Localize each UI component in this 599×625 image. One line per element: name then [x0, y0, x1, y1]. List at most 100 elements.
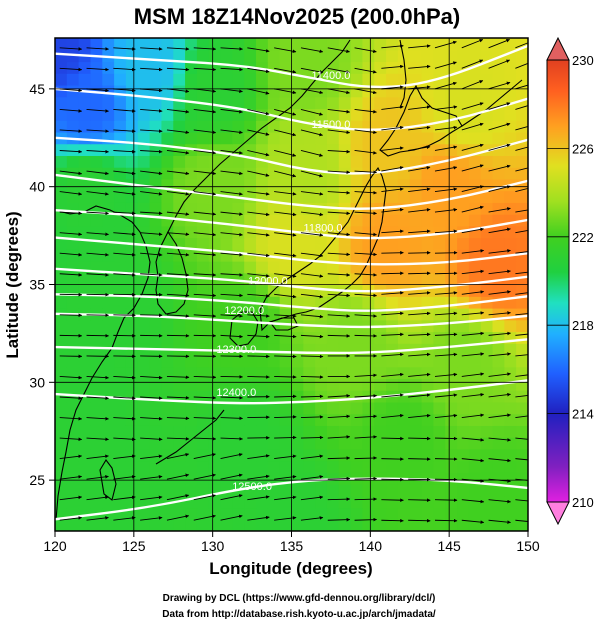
heat-cell	[256, 495, 269, 509]
heat-cell	[102, 413, 115, 426]
heat-cell	[516, 366, 528, 380]
heat-cell	[397, 390, 411, 403]
heat-cell	[66, 366, 80, 380]
heat-cell	[303, 307, 316, 321]
heat-cell	[196, 61, 210, 74]
heat-cell	[516, 343, 528, 356]
heat-cell	[397, 460, 411, 473]
heat-cell	[362, 190, 375, 203]
heat-cell	[208, 190, 222, 203]
wind-arrow	[515, 333, 528, 336]
contour-label: 11400.0	[311, 70, 350, 82]
heat-cell	[291, 296, 304, 309]
wind-arrow	[381, 436, 404, 441]
heat-cell	[279, 178, 293, 192]
heat-cell	[208, 214, 222, 227]
wind-arrow	[220, 108, 243, 114]
heat-cell	[185, 354, 198, 368]
wind-arrow	[166, 473, 190, 480]
heat-cell	[149, 84, 163, 98]
heat-cell	[421, 237, 434, 250]
heat-cell	[102, 296, 115, 309]
wind-arrow	[408, 393, 431, 398]
heat-cell	[504, 507, 517, 520]
chart-title: MSM 18Z14Nov2025 (200.0hPa)	[134, 4, 461, 29]
heat-cell	[468, 237, 482, 250]
heat-cell	[326, 108, 340, 121]
heat-cell	[315, 460, 328, 473]
heat-cell	[90, 437, 103, 450]
heat-cell	[161, 472, 174, 485]
heat-cell	[149, 519, 163, 531]
wind-arrow	[461, 499, 485, 504]
heat-cell	[220, 507, 233, 520]
heat-cell	[125, 425, 139, 438]
wind-arrow	[113, 252, 136, 257]
wind-arrow	[274, 191, 297, 196]
wind-arrow	[381, 125, 404, 131]
heat-cell	[303, 354, 316, 368]
heat-cell	[78, 131, 92, 145]
heat-cell	[409, 178, 423, 192]
heat-cell	[374, 296, 387, 309]
heat-cell	[409, 131, 423, 145]
heat-cell	[220, 425, 233, 438]
heat-cell	[149, 178, 163, 192]
heat-cell	[232, 49, 245, 63]
heat-cell	[492, 401, 505, 415]
wind-arrow	[59, 252, 83, 257]
wind-arrow	[434, 457, 458, 461]
wind-arrow	[408, 413, 431, 418]
heat-cell	[362, 425, 375, 438]
heat-cell	[244, 507, 257, 520]
heat-cell	[78, 38, 92, 51]
heat-cell	[409, 425, 423, 438]
heat-cell	[244, 214, 257, 227]
wind-arrow	[140, 375, 163, 380]
wind-arrow	[247, 232, 270, 237]
heat-cell	[244, 495, 257, 509]
heat-cell	[421, 190, 434, 203]
wind-arrow	[220, 170, 243, 176]
heat-cell	[196, 495, 210, 509]
wind-arrow	[193, 211, 217, 216]
heat-cell	[267, 472, 281, 485]
wind-arrow	[381, 413, 404, 418]
heat-cell	[208, 401, 222, 415]
heat-cell	[315, 495, 328, 509]
wind-arrow	[488, 499, 511, 504]
heat-cell	[267, 296, 281, 309]
wind-arrow	[59, 454, 83, 460]
heat-cell	[326, 366, 340, 380]
wind-arrow	[488, 59, 510, 69]
heat-cell	[492, 425, 505, 438]
heat-cell	[125, 472, 139, 485]
heat-cell	[386, 131, 399, 145]
wind-arrow	[515, 209, 528, 213]
heat-cell	[350, 413, 364, 426]
heat-cell	[480, 460, 494, 473]
heat-cell	[137, 84, 151, 98]
heat-cell	[504, 120, 517, 133]
heat-cell	[480, 120, 494, 133]
wind-arrow	[113, 232, 136, 237]
heat-cell	[208, 143, 222, 156]
heat-cell	[256, 507, 269, 520]
heat-cell	[161, 354, 174, 368]
heat-cell	[516, 331, 528, 344]
wind-arrow	[86, 516, 109, 521]
heat-cell	[244, 354, 257, 368]
heat-cell	[55, 401, 68, 415]
heat-cell	[421, 413, 434, 426]
wind-arrow	[59, 273, 83, 277]
x-tick-label: 135	[280, 538, 304, 554]
heat-cell	[55, 38, 68, 51]
heat-cell	[433, 272, 446, 286]
wind-arrow	[59, 475, 83, 480]
wind-arrow	[220, 129, 243, 135]
heat-cell	[492, 108, 505, 121]
wind-arrow	[220, 67, 243, 72]
heat-cell	[66, 331, 80, 344]
heat-cell	[90, 120, 103, 133]
heat-cell	[326, 261, 340, 274]
